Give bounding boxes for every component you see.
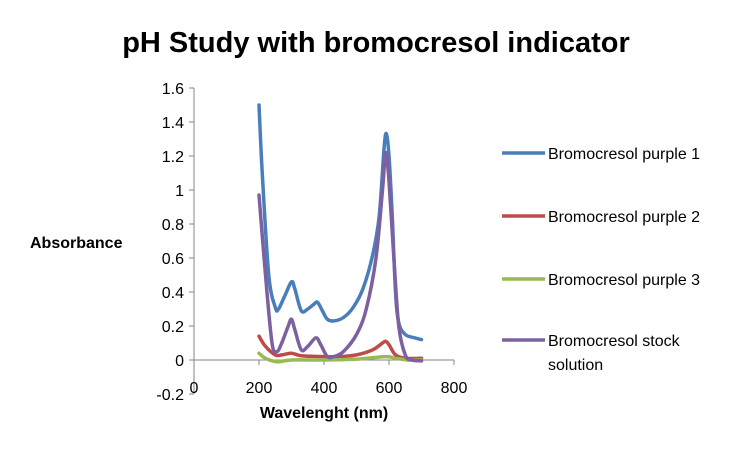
y-tick-label: 0.6 — [162, 251, 184, 268]
x-tick-label: 200 — [246, 380, 273, 397]
y-tick-label: 1.4 — [162, 115, 184, 132]
x-tick-label: 800 — [441, 380, 468, 397]
y-tick-label: 1.6 — [162, 81, 184, 98]
y-tick-label: 0.4 — [162, 285, 184, 302]
y-tick-label: 0.2 — [162, 319, 184, 336]
y-tick-label: 0 — [175, 353, 184, 370]
legend-label: solution — [548, 357, 603, 374]
y-tick-label: 1 — [175, 183, 184, 200]
y-axis-label: Absorbance — [30, 235, 123, 252]
y-tick-label: 0.8 — [162, 217, 184, 234]
legend-label: Bromocresol stock — [548, 333, 681, 350]
series-line-4 — [257, 150, 424, 363]
y-tick-label: -0.2 — [156, 387, 184, 404]
legend-label: Bromocresol purple 3 — [548, 272, 700, 289]
x-axis-label: Wavelenght (nm) — [260, 405, 388, 422]
chart-title: pH Study with bromocresol indicator — [122, 27, 630, 59]
series-line-2 — [257, 334, 424, 361]
y-tick-label: 1.2 — [162, 149, 184, 166]
x-tick-label: 400 — [311, 380, 338, 397]
legend-label: Bromocresol purple 2 — [548, 209, 700, 226]
legend-label: Bromocresol purple 1 — [548, 146, 700, 163]
series-line-3 — [257, 351, 424, 364]
x-tick-label: 0 — [190, 380, 199, 397]
x-tick-label: 600 — [376, 380, 403, 397]
